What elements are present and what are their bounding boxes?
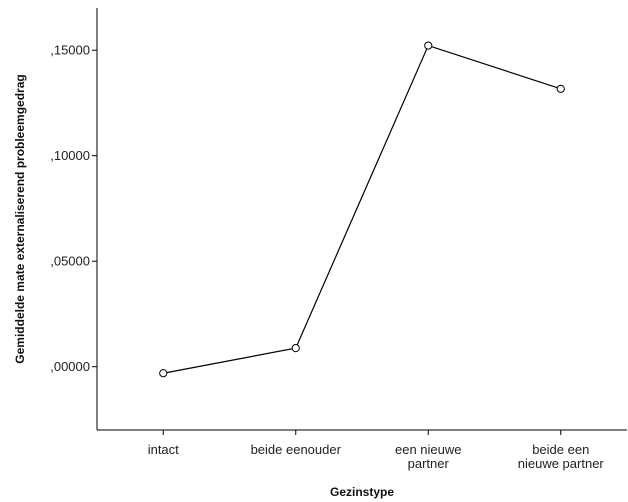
x-tick-label: intact xyxy=(148,442,179,457)
series-group xyxy=(159,41,565,378)
y-tick-label: ,05000 xyxy=(50,254,90,269)
data-point-marker xyxy=(159,369,168,378)
x-axis-ticks: intact beide eenouder een nieuwe partner bei… xyxy=(148,430,605,471)
data-point-marker xyxy=(424,41,433,50)
y-axis-ticks: ,00000 ,05000 ,10000 ,15000 xyxy=(50,43,97,374)
x-tick-label: beide eenouder xyxy=(251,442,342,457)
data-point-marker xyxy=(556,84,565,93)
series-line xyxy=(163,44,561,374)
y-tick-label: ,00000 xyxy=(50,359,90,374)
data-point-marker xyxy=(291,344,300,353)
y-tick-label: ,10000 xyxy=(50,148,90,163)
x-tick-label: beide een nieuwe partner xyxy=(518,442,605,471)
x-axis-title: Gezinstype xyxy=(330,485,394,499)
x-tick-label: een nieuwe partner xyxy=(395,442,462,471)
y-axis-title: Gemiddelde mate externaliserend probleem… xyxy=(13,74,27,363)
y-tick-label: ,15000 xyxy=(50,43,90,58)
